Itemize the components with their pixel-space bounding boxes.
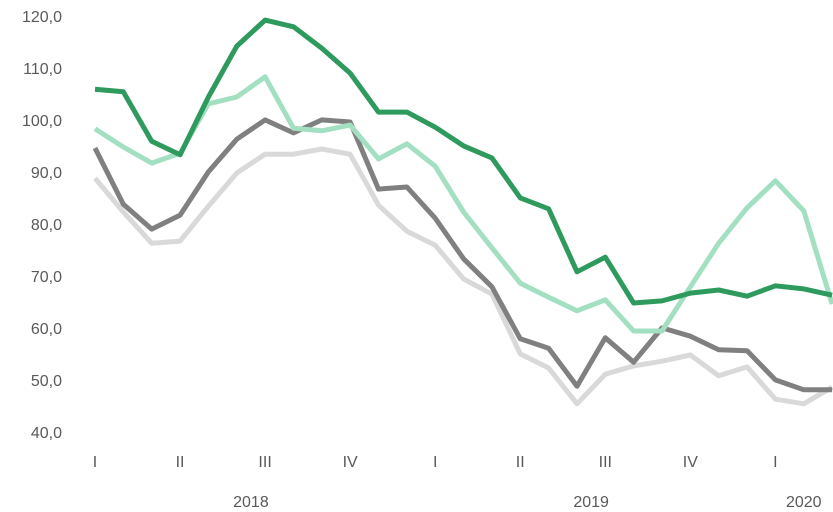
x-tick-label: II [516,454,525,471]
x-tick-label: III [258,454,271,471]
y-tick-label: 120,0 [22,9,62,26]
y-tick-label: 60,0 [31,321,62,338]
x-group-label: 2018 [233,494,269,511]
y-tick-label: 100,0 [22,113,62,130]
x-group-label: 2019 [573,494,609,511]
x-tick-label: II [176,454,185,471]
y-tick-label: 110,0 [23,61,62,78]
y-tick-label: 80,0 [31,217,62,234]
y-tick-label: 40,0 [31,425,62,442]
series-line [94,17,833,306]
series-line [93,146,833,407]
series-line [92,117,833,393]
series-line [93,74,833,334]
y-tick-label: 70,0 [31,269,62,286]
x-tick-label: IV [343,454,358,471]
x-group-label: 2020 [786,494,822,511]
y-tick-label: 50,0 [31,373,62,390]
x-tick-label: I [773,454,777,471]
y-tick-label: 90,0 [31,165,62,182]
x-tick-label: I [433,454,437,471]
x-tick-label: IV [683,454,698,471]
x-tick-label: I [93,454,97,471]
x-tick-label: III [599,454,612,471]
